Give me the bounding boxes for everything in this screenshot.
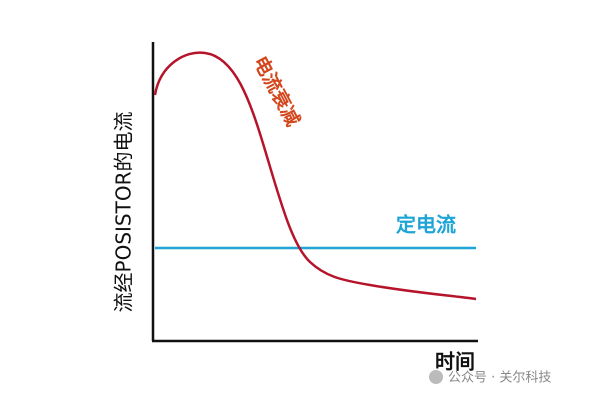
watermark-icon bbox=[429, 370, 443, 384]
current-curve bbox=[153, 51, 477, 301]
watermark: 公众号 · 关尔科技 bbox=[448, 371, 551, 386]
x-axis-label: 时间 bbox=[435, 350, 475, 374]
constant-label: 定电流 bbox=[396, 213, 456, 237]
y-axis-label: 流经POSISTOR的电流 bbox=[112, 112, 136, 313]
